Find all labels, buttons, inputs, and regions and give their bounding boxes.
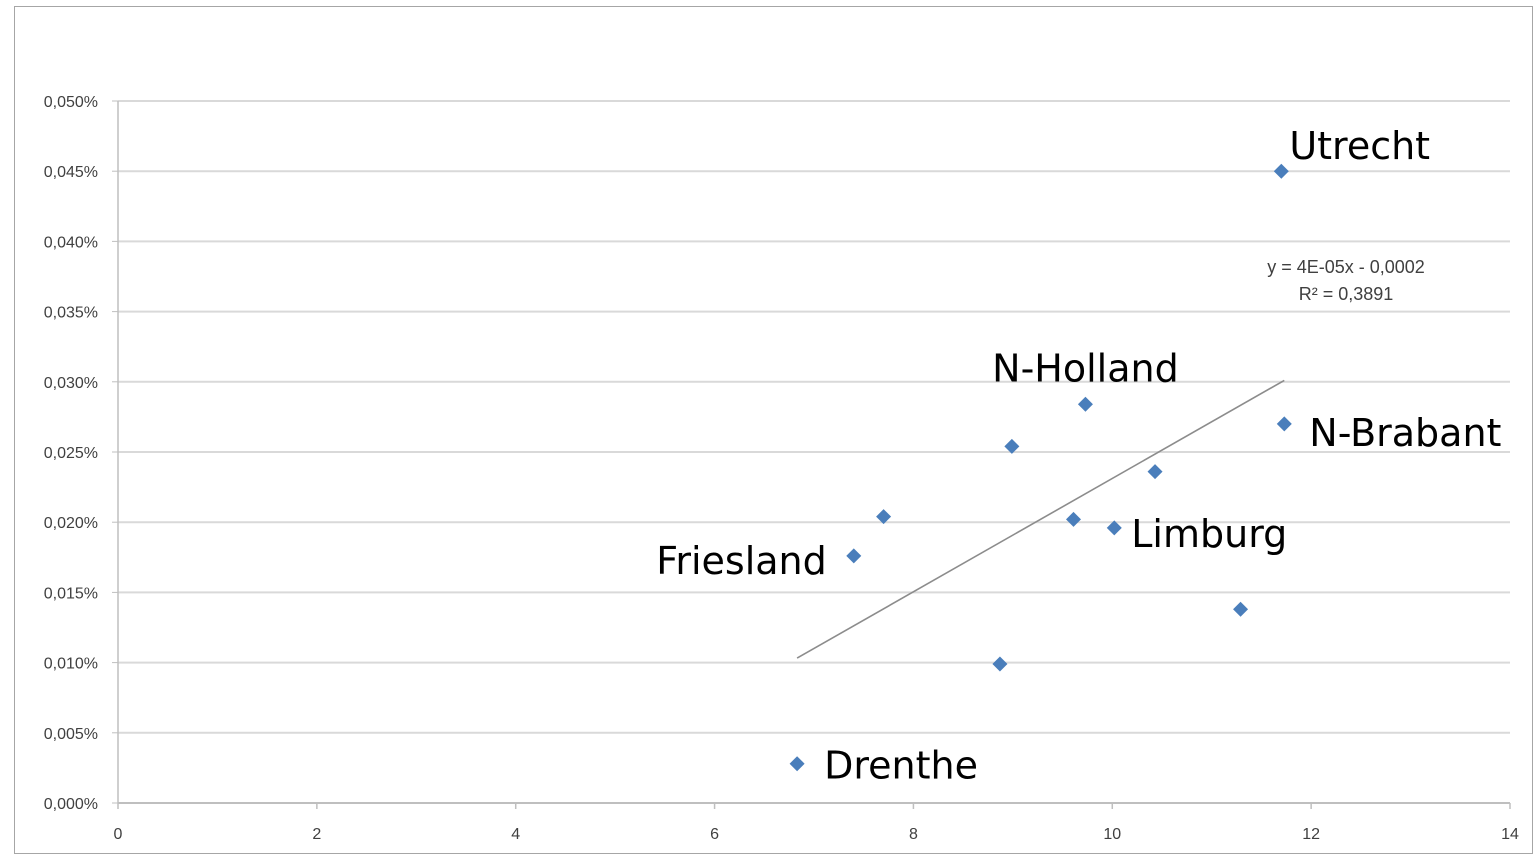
y-tick-labels: 0,000% 0,005% 0,010% 0,015% 0,020% 0,025% 0,03…	[44, 94, 98, 813]
axes	[117, 101, 1511, 809]
y-tick-label: 0,050%	[44, 94, 98, 111]
data-point	[1276, 416, 1292, 432]
x-tick-label: 14	[1501, 826, 1519, 843]
y-tick-label: 0,015%	[44, 585, 98, 602]
data-point	[1273, 163, 1289, 179]
point-label: Limburg	[1131, 512, 1287, 556]
data-point	[1077, 396, 1093, 412]
data-points	[789, 163, 1292, 772]
data-point	[992, 656, 1008, 672]
x-tick-labels: 0 2 4 6 8 10 12 14	[114, 826, 1519, 843]
data-point	[1106, 520, 1122, 536]
data-point	[1147, 464, 1163, 480]
y-tick-label: 0,020%	[44, 515, 98, 532]
trendline	[796, 379, 1285, 659]
point-label: Drenthe	[824, 744, 978, 788]
x-tick-label: 4	[511, 826, 520, 843]
data-point	[1066, 511, 1082, 527]
trendline-r-squared-text: R² = 0,3891	[1299, 284, 1394, 304]
data-point	[876, 509, 892, 525]
trendline-equation: y = 4E-05x - 0,0002 R² = 0,3891	[1267, 257, 1425, 304]
y-tick-label: 0,040%	[44, 234, 98, 251]
trendline-group	[796, 379, 1285, 659]
point-label: Friesland	[656, 539, 827, 583]
y-tick-label: 0,005%	[44, 726, 98, 743]
x-tick-label: 6	[710, 826, 719, 843]
x-tick-label: 0	[114, 826, 123, 843]
x-tick-label: 2	[312, 826, 321, 843]
x-tick-label: 10	[1103, 826, 1121, 843]
data-point	[1233, 601, 1249, 617]
y-tick-label: 0,030%	[44, 375, 98, 392]
point-label: Utrecht	[1289, 124, 1430, 168]
data-point	[789, 756, 805, 772]
data-point	[846, 548, 862, 564]
point-labels: Utrecht N-Holland N-Brabant Limburg Frieslan…	[656, 124, 1501, 787]
point-label: N-Brabant	[1309, 411, 1501, 455]
y-tick-label: 0,000%	[44, 796, 98, 813]
x-tick-label: 8	[909, 826, 918, 843]
y-tick-label: 0,035%	[44, 305, 98, 322]
y-tick-label: 0,045%	[44, 164, 98, 181]
y-tick-label: 0,025%	[44, 445, 98, 462]
data-point	[1004, 438, 1020, 454]
gridlines	[112, 100, 1510, 804]
trendline-equation-text: y = 4E-05x - 0,0002	[1267, 257, 1425, 277]
x-tick-label: 12	[1302, 826, 1320, 843]
chart-frame	[14, 6, 1533, 854]
point-label: N-Holland	[992, 346, 1179, 390]
y-tick-label: 0,010%	[44, 656, 98, 673]
